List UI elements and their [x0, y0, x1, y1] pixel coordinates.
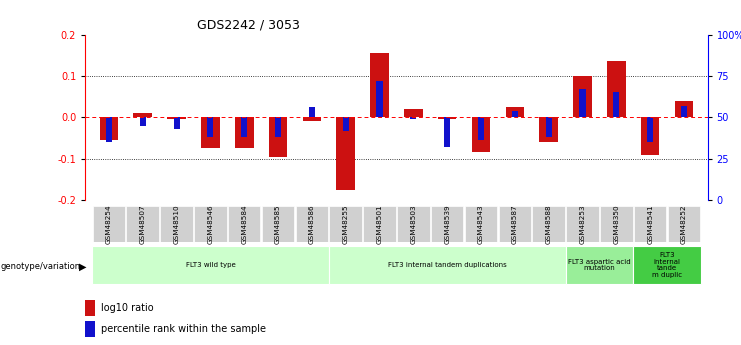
Text: GDS2242 / 3053: GDS2242 / 3053: [197, 19, 300, 32]
Bar: [641, 117, 659, 155]
FancyBboxPatch shape: [533, 206, 565, 242]
Bar: [438, 117, 456, 119]
Bar: [269, 117, 288, 157]
Text: FLT3 wild type: FLT3 wild type: [185, 262, 235, 268]
Bar: [106, 117, 112, 142]
Bar: [607, 61, 625, 117]
Text: GSM48254: GSM48254: [106, 204, 112, 244]
FancyBboxPatch shape: [668, 206, 700, 242]
Bar: [478, 117, 484, 140]
FancyBboxPatch shape: [499, 206, 531, 242]
Text: percentile rank within the sample: percentile rank within the sample: [101, 324, 266, 334]
Text: GSM48350: GSM48350: [614, 204, 619, 244]
Bar: [376, 81, 382, 117]
Bar: [207, 117, 213, 137]
Bar: [342, 117, 349, 130]
FancyBboxPatch shape: [92, 246, 329, 284]
Bar: [85, 322, 95, 337]
Bar: [235, 117, 253, 148]
Bar: [201, 117, 219, 148]
Bar: [173, 117, 179, 129]
FancyBboxPatch shape: [397, 206, 430, 242]
Bar: [411, 117, 416, 119]
Text: GSM48507: GSM48507: [140, 204, 146, 244]
Text: genotype/variation: genotype/variation: [1, 262, 81, 271]
Bar: [404, 109, 422, 117]
Text: GSM48503: GSM48503: [411, 204, 416, 244]
FancyBboxPatch shape: [127, 206, 159, 242]
FancyBboxPatch shape: [296, 206, 328, 242]
FancyBboxPatch shape: [565, 246, 634, 284]
FancyBboxPatch shape: [330, 206, 362, 242]
Bar: [302, 117, 321, 121]
FancyBboxPatch shape: [228, 206, 260, 242]
Text: GSM48501: GSM48501: [376, 204, 382, 244]
Bar: [241, 117, 247, 137]
Bar: [444, 117, 451, 147]
Bar: [139, 117, 146, 126]
FancyBboxPatch shape: [329, 246, 565, 284]
Bar: [545, 117, 552, 137]
Bar: [133, 113, 152, 117]
Bar: [539, 117, 558, 142]
Text: GSM48584: GSM48584: [242, 204, 247, 244]
Bar: [647, 117, 654, 142]
FancyBboxPatch shape: [194, 206, 227, 242]
Bar: [579, 89, 585, 117]
Text: GSM48255: GSM48255: [342, 204, 349, 244]
Text: GSM48546: GSM48546: [207, 204, 213, 244]
Text: GSM48588: GSM48588: [545, 204, 551, 244]
Text: GSM48253: GSM48253: [579, 204, 585, 244]
Bar: [472, 117, 491, 152]
FancyBboxPatch shape: [465, 206, 497, 242]
Text: GSM48587: GSM48587: [512, 204, 518, 244]
Bar: [167, 117, 186, 119]
FancyBboxPatch shape: [634, 246, 701, 284]
Bar: [512, 111, 518, 117]
FancyBboxPatch shape: [93, 206, 125, 242]
Text: FLT3 internal tandem duplications: FLT3 internal tandem duplications: [388, 262, 507, 268]
Bar: [336, 117, 355, 190]
Bar: [674, 101, 694, 117]
Bar: [85, 300, 95, 316]
FancyBboxPatch shape: [566, 206, 599, 242]
Bar: [681, 106, 687, 117]
Bar: [370, 53, 389, 117]
FancyBboxPatch shape: [363, 206, 396, 242]
FancyBboxPatch shape: [431, 206, 463, 242]
Text: FLT3
internal
tande
m duplic: FLT3 internal tande m duplic: [652, 252, 682, 277]
Bar: [614, 92, 619, 117]
Text: log10 ratio: log10 ratio: [101, 303, 153, 313]
FancyBboxPatch shape: [262, 206, 294, 242]
Text: ▶: ▶: [79, 262, 87, 271]
Bar: [99, 117, 119, 140]
FancyBboxPatch shape: [634, 206, 666, 242]
FancyBboxPatch shape: [160, 206, 193, 242]
Text: GSM48586: GSM48586: [309, 204, 315, 244]
Text: GSM48543: GSM48543: [478, 204, 484, 244]
Text: FLT3 aspartic acid
mutation: FLT3 aspartic acid mutation: [568, 258, 631, 271]
Text: GSM48252: GSM48252: [681, 204, 687, 244]
Text: GSM48541: GSM48541: [647, 204, 653, 244]
Bar: [275, 117, 281, 137]
Text: GSM48510: GSM48510: [173, 204, 179, 244]
Text: GSM48539: GSM48539: [444, 204, 451, 244]
Text: GSM48585: GSM48585: [275, 204, 281, 244]
Bar: [309, 107, 315, 117]
Bar: [574, 76, 592, 117]
Bar: [505, 107, 524, 117]
FancyBboxPatch shape: [600, 206, 633, 242]
